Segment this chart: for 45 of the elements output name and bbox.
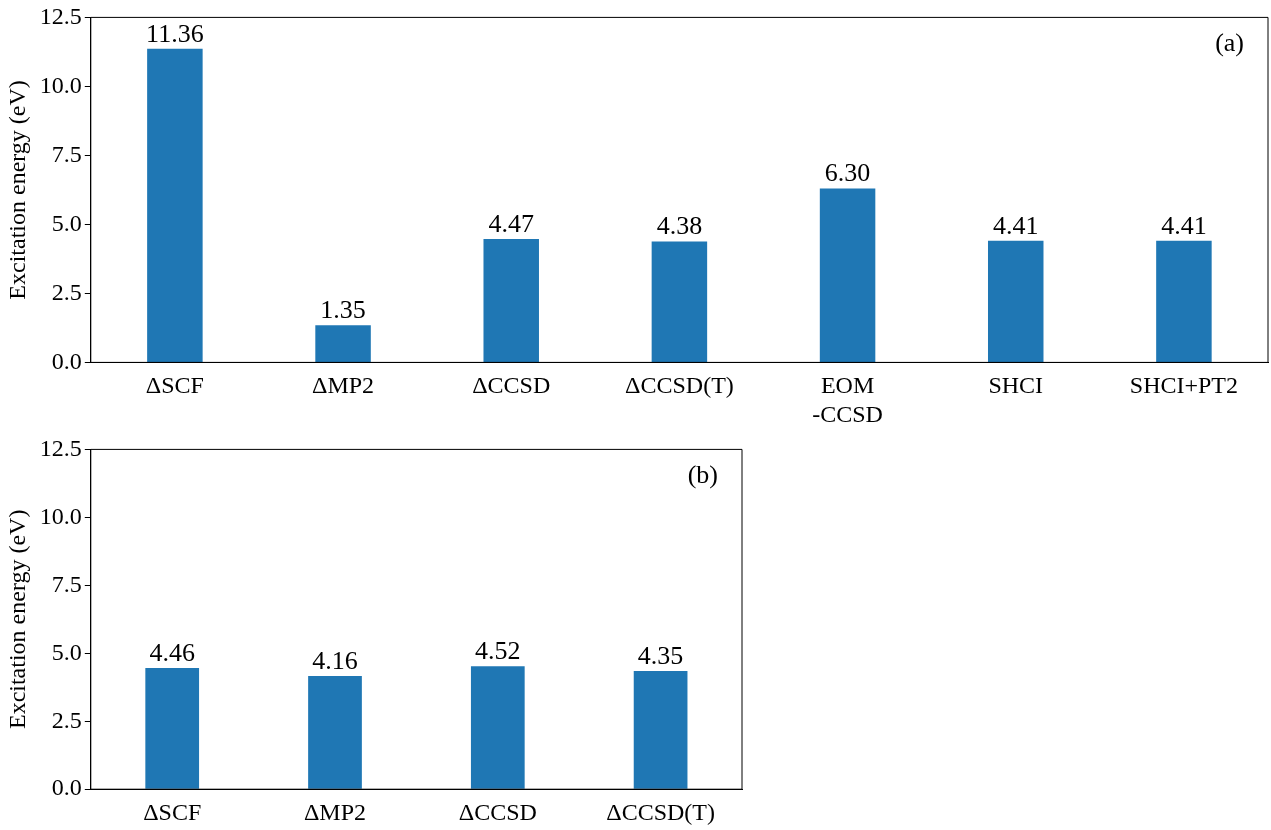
bar [483, 239, 539, 362]
y-tick-label: 0.0 [51, 774, 82, 801]
y-tick-label: 10.0 [39, 71, 82, 98]
y-tick-label: 2.5 [51, 278, 82, 305]
bar [315, 325, 371, 362]
x-tick-label: ΔCCSD [458, 798, 537, 825]
data-label: 4.52 [475, 636, 521, 666]
y-tick-label: 7.5 [51, 140, 82, 167]
data-label: 4.47 [488, 208, 534, 238]
bar [651, 241, 708, 362]
x-tick-label: ΔMP2 [303, 798, 367, 825]
data-label: 11.36 [146, 18, 204, 48]
x-tick-label: ΔSCF [145, 372, 204, 399]
x-tick-label: ΔSCF [143, 798, 202, 825]
y-tick-label: 2.5 [51, 706, 82, 733]
y-tick-label: 0.0 [51, 347, 82, 374]
bar [147, 48, 203, 362]
bar [988, 240, 1044, 362]
data-label: 4.16 [312, 645, 358, 675]
y-tick-label: 12.5 [39, 2, 82, 29]
y-tick-label: 10.0 [39, 502, 82, 529]
y-tick-label: 5.0 [51, 209, 82, 236]
data-label: 4.41 [992, 210, 1039, 240]
data-label: 6.30 [824, 158, 871, 188]
y-axis-title: Excitation energy (eV) [3, 509, 30, 730]
data-label: 4.38 [656, 211, 703, 241]
y-axis-title: Excitation energy (eV) [3, 80, 30, 300]
x-tick-label: ΔMP2 [311, 372, 375, 399]
y-tick-label: 5.0 [51, 638, 82, 665]
data-label: 4.46 [149, 637, 195, 667]
y-tick-label: 7.5 [51, 570, 82, 597]
data-label: 4.41 [1161, 210, 1207, 240]
x-tick-label: SHCI [988, 372, 1044, 399]
bar [1156, 240, 1212, 362]
x-tick-label: EOM -CCSD [812, 372, 883, 427]
data-label: 4.35 [637, 640, 684, 670]
x-tick-label: ΔCCSD(T) [625, 372, 734, 399]
x-tick-label: ΔCCSD(T) [606, 798, 715, 825]
x-tick-label: ΔCCSD [472, 372, 551, 399]
x-tick-label: SHCI+PT2 [1129, 372, 1239, 399]
data-label: 1.35 [320, 294, 366, 324]
annotation: (b) [687, 460, 718, 490]
y-tick-label: 12.5 [39, 434, 82, 461]
bar [819, 188, 876, 362]
annotation: (a) [1215, 28, 1244, 58]
